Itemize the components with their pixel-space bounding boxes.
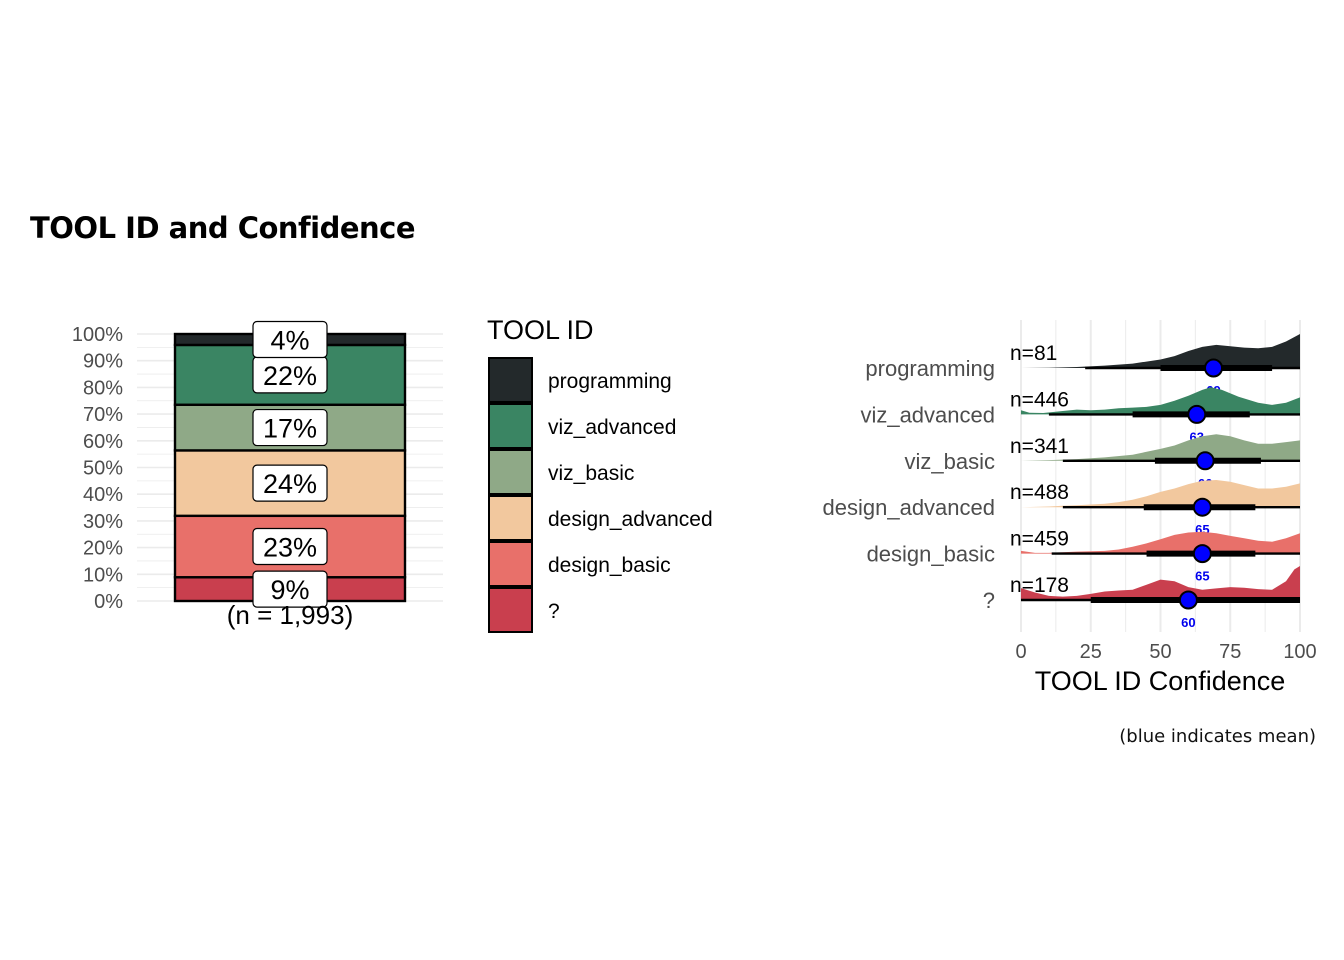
count-label: n=178 bbox=[1010, 574, 1069, 597]
count-label: n=81 bbox=[1010, 342, 1057, 365]
bar-segment-labels: 9% 23% 24% 17% 22% 4% bbox=[252, 320, 328, 608]
ridge-row: 69programmingn=81 bbox=[865, 334, 1300, 398]
caption: (blue indicates mean) bbox=[1119, 726, 1316, 747]
x-axis-title: TOOL ID Confidence bbox=[1035, 666, 1286, 696]
legend-swatch bbox=[488, 587, 533, 633]
mean-label: 65 bbox=[1195, 569, 1209, 584]
x-tick-label: 50 bbox=[1149, 641, 1171, 663]
bar-y-axis: 0% 10% 20% 30% 40% 50% 60% 70% 80% 90% 100% bbox=[72, 324, 123, 613]
ridge-row: 65 design_basic n=459 bbox=[867, 528, 1300, 584]
category-label: programming bbox=[865, 356, 995, 381]
total-count-label: (n = 1,993) bbox=[227, 600, 353, 630]
category-label: viz_basic bbox=[905, 449, 995, 474]
legend-swatch bbox=[488, 403, 533, 449]
segment-label-box bbox=[252, 320, 328, 359]
segment-label: 4% bbox=[270, 325, 309, 355]
stacked-bar-panel: 0% 10% 20% 30% 40% 50% 60% 70% 80% 90% 100% 9% 23% 2… bbox=[72, 320, 443, 630]
y-tick-label: 50% bbox=[83, 458, 123, 480]
segment-label: 22% bbox=[263, 361, 317, 391]
legend-swatch bbox=[488, 541, 533, 587]
segment-label: 17% bbox=[263, 414, 317, 444]
category-label: design_basic bbox=[867, 542, 995, 567]
density-area bbox=[1021, 387, 1300, 415]
legend-swatch bbox=[488, 495, 533, 541]
y-tick-label: 90% bbox=[83, 351, 123, 373]
legend-label: viz_basic bbox=[548, 462, 634, 485]
y-tick-label: 70% bbox=[83, 404, 123, 426]
category-label: ? bbox=[983, 588, 995, 613]
chart-title: TOOL ID and Confidence bbox=[30, 211, 415, 245]
y-tick-label: 0% bbox=[94, 591, 123, 613]
category-label: design_advanced bbox=[823, 495, 995, 520]
category-label: viz_advanced bbox=[860, 402, 995, 427]
count-label: n=341 bbox=[1010, 435, 1069, 458]
mean-point bbox=[1187, 404, 1207, 424]
legend-label: programming bbox=[548, 370, 672, 393]
x-tick-label: 75 bbox=[1219, 641, 1241, 663]
y-tick-label: 100% bbox=[72, 324, 123, 346]
ridge-row: 60? n=178 bbox=[983, 566, 1300, 630]
segment-label-box bbox=[252, 570, 328, 608]
count-label: n=446 bbox=[1010, 388, 1069, 411]
bar-segments bbox=[173, 332, 407, 603]
segment-label: 24% bbox=[263, 469, 317, 499]
mean-point bbox=[1192, 497, 1212, 517]
count-label: n=459 bbox=[1010, 528, 1069, 551]
segment-label: 23% bbox=[263, 533, 317, 563]
legend-title: TOOL ID bbox=[487, 315, 594, 345]
mean-point bbox=[1204, 358, 1224, 378]
x-tick-label: 25 bbox=[1080, 641, 1102, 663]
y-tick-label: 20% bbox=[83, 538, 123, 560]
density-area bbox=[1021, 480, 1300, 508]
y-tick-label: 30% bbox=[83, 511, 123, 533]
legend: TOOL ID programming viz_advanced viz_basic… bbox=[487, 315, 713, 633]
x-tick-label: 0 bbox=[1015, 641, 1026, 663]
y-tick-label: 80% bbox=[83, 377, 123, 399]
density-area bbox=[1021, 531, 1300, 554]
x-tick-label: 100 bbox=[1283, 641, 1316, 663]
legend-label: design_advanced bbox=[548, 508, 713, 531]
density-area bbox=[1021, 566, 1300, 600]
ridge-x-axis: 0 25 50 75 100 bbox=[1015, 641, 1316, 663]
y-tick-label: 40% bbox=[83, 484, 123, 506]
y-tick-label: 10% bbox=[83, 564, 123, 586]
count-label: n=488 bbox=[1010, 481, 1069, 504]
mean-point bbox=[1195, 451, 1215, 471]
legend-label: viz_advanced bbox=[548, 416, 676, 439]
y-tick-label: 60% bbox=[83, 431, 123, 453]
segment-label-box bbox=[252, 464, 328, 502]
legend-label: ? bbox=[548, 600, 560, 623]
ridgeline-panel: 69programmingn=8163viz_advancedn=44666vi… bbox=[823, 320, 1317, 696]
segment-label-box bbox=[252, 408, 328, 447]
legend-swatch bbox=[488, 357, 533, 403]
legend-swatch bbox=[488, 449, 533, 495]
density-area bbox=[1021, 334, 1300, 368]
legend-label: design_basic bbox=[548, 554, 671, 577]
mean-label: 60 bbox=[1181, 615, 1195, 630]
segment-label-box bbox=[252, 527, 328, 566]
density-area bbox=[1021, 434, 1300, 461]
segment-label: 9% bbox=[270, 575, 309, 605]
mean-point bbox=[1192, 544, 1212, 564]
mean-point bbox=[1178, 590, 1198, 610]
ridge-rows: 69programmingn=8163viz_advancedn=44666vi… bbox=[823, 334, 1300, 630]
legend-items: programming viz_advanced viz_basic design_a… bbox=[488, 357, 713, 633]
